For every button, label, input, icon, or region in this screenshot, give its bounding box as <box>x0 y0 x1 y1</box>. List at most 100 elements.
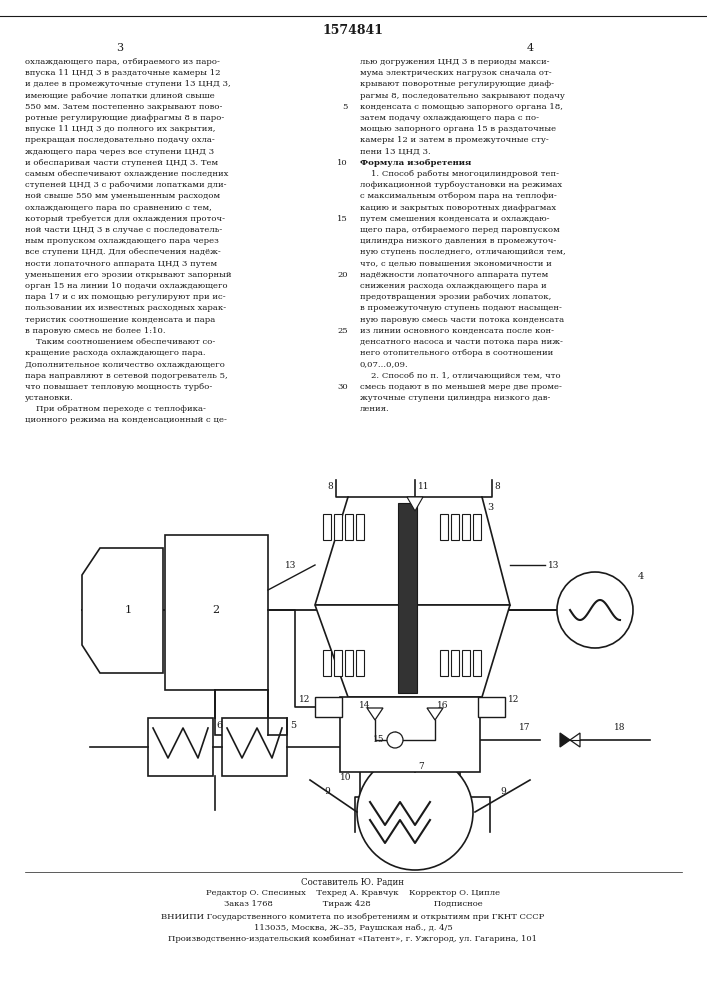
Text: установки.: установки. <box>25 394 74 402</box>
Polygon shape <box>323 514 331 540</box>
Text: ления.: ления. <box>360 405 390 413</box>
Text: 13: 13 <box>548 560 559 570</box>
Text: 2: 2 <box>212 605 220 615</box>
Text: 4: 4 <box>527 43 534 53</box>
Text: ной части ЦНД 3 в случае с последователь-: ной части ЦНД 3 в случае с последователь… <box>25 226 222 234</box>
Text: орган 15 на линии 10 подачи охлаждающего: орган 15 на линии 10 подачи охлаждающего <box>25 282 228 290</box>
Text: в паровую смесь не более 1:10.: в паровую смесь не более 1:10. <box>25 327 165 335</box>
Polygon shape <box>407 497 423 511</box>
Text: 8: 8 <box>327 482 333 491</box>
Text: При обратном переходе с теплофика-: При обратном переходе с теплофика- <box>25 405 206 413</box>
Text: ным пропуском охлаждающего пара через: ным пропуском охлаждающего пара через <box>25 237 218 245</box>
Polygon shape <box>215 690 268 735</box>
Text: теристик соотношение конденсата и пара: теристик соотношение конденсата и пара <box>25 316 215 324</box>
Text: пользовании их известных расходных харак-: пользовании их известных расходных харак… <box>25 304 226 312</box>
Polygon shape <box>451 514 459 540</box>
Text: Заказ 1768                   Тираж 428                        Подписное: Заказ 1768 Тираж 428 Подписное <box>223 900 482 908</box>
Text: все ступени ЦНД. Для обеспечения надёж-: все ступени ЦНД. Для обеспечения надёж- <box>25 248 221 256</box>
Text: 1. Способ работы многоцилиндровой теп-: 1. Способ работы многоцилиндровой теп- <box>360 170 559 178</box>
Text: 113035, Москва, Ж–35, Раушская наб., д. 4/5: 113035, Москва, Ж–35, Раушская наб., д. … <box>254 924 452 932</box>
Text: лью догружения ЦНД 3 в периоды макси-: лью догружения ЦНД 3 в периоды макси- <box>360 58 549 66</box>
Text: 550 мм. Затем постепенно закрывают пово-: 550 мм. Затем постепенно закрывают пово- <box>25 103 223 111</box>
Polygon shape <box>451 650 459 676</box>
Text: крывают поворотные регулирующие диаф-: крывают поворотные регулирующие диаф- <box>360 80 554 88</box>
Text: 3: 3 <box>117 43 124 53</box>
Text: пени 13 ЦНД 3.: пени 13 ЦНД 3. <box>360 148 431 156</box>
Text: денсатного насоса и части потока пара ниж-: денсатного насоса и части потока пара ни… <box>360 338 563 346</box>
Text: 25: 25 <box>337 327 348 335</box>
Polygon shape <box>356 514 364 540</box>
Text: ВНИИПИ Государственного комитета по изобретениям и открытиям при ГКНТ СССР: ВНИИПИ Государственного комитета по изоб… <box>161 913 544 921</box>
Polygon shape <box>427 708 443 720</box>
Text: 16: 16 <box>437 700 448 710</box>
Text: 12: 12 <box>508 696 520 704</box>
Polygon shape <box>356 650 364 676</box>
Text: 30: 30 <box>337 383 348 391</box>
Text: из линии основного конденсата после кон-: из линии основного конденсата после кон- <box>360 327 554 335</box>
Polygon shape <box>345 650 353 676</box>
Text: 2. Способ по п. 1, отличающийся тем, что: 2. Способ по п. 1, отличающийся тем, что <box>360 372 561 380</box>
Text: ную паровую смесь части потока конденсата: ную паровую смесь части потока конденсат… <box>360 316 564 324</box>
Text: 1574841: 1574841 <box>322 23 383 36</box>
Text: уменьшения его эрозии открывают запорный: уменьшения его эрозии открывают запорный <box>25 271 231 279</box>
Text: 12: 12 <box>298 696 310 704</box>
Polygon shape <box>323 650 331 676</box>
Text: 5: 5 <box>290 721 296 730</box>
Text: снижения расхода охлаждающего пара и: снижения расхода охлаждающего пара и <box>360 282 547 290</box>
Text: жуточные ступени цилиндра низкого дав-: жуточные ступени цилиндра низкого дав- <box>360 394 550 402</box>
Text: рагмы 8, последовательно закрывают подачу: рагмы 8, последовательно закрывают подач… <box>360 92 565 100</box>
Text: кращение расхода охлаждающего пара.: кращение расхода охлаждающего пара. <box>25 349 206 357</box>
Text: и обеспаривая части ступеней ЦНД 3. Тем: и обеспаривая части ступеней ЦНД 3. Тем <box>25 159 218 167</box>
Polygon shape <box>148 718 213 776</box>
Text: щего пара, отбираемого перед паровпуском: щего пара, отбираемого перед паровпуском <box>360 226 560 234</box>
Text: 18: 18 <box>614 723 626 732</box>
Polygon shape <box>315 697 342 717</box>
Polygon shape <box>315 497 510 605</box>
Text: 15: 15 <box>337 215 348 223</box>
Text: лофикационной турбоустановки на режимах: лофикационной турбоустановки на режимах <box>360 181 562 189</box>
Text: 8: 8 <box>494 482 500 491</box>
Text: пара направляют в сетевой подогреватель 5,: пара направляют в сетевой подогреватель … <box>25 372 228 380</box>
Text: 20: 20 <box>337 271 348 279</box>
Text: 1: 1 <box>124 605 132 615</box>
Text: 10: 10 <box>337 159 348 167</box>
Polygon shape <box>440 514 448 540</box>
Circle shape <box>387 732 403 748</box>
Text: надёжности лопаточного аппарата путем: надёжности лопаточного аппарата путем <box>360 271 548 279</box>
Text: 15: 15 <box>373 736 385 744</box>
Text: 11: 11 <box>418 482 429 491</box>
Polygon shape <box>440 650 448 676</box>
Text: 9: 9 <box>500 788 506 796</box>
Text: охлаждающего пара, отбираемого из паро-: охлаждающего пара, отбираемого из паро- <box>25 58 220 66</box>
Text: 3: 3 <box>487 504 493 512</box>
Text: затем подачу охлаждающего пара с по-: затем подачу охлаждающего пара с по- <box>360 114 539 122</box>
Text: 17: 17 <box>519 723 531 732</box>
Text: ной свыше 550 мм уменьшенным расходом: ной свыше 550 мм уменьшенным расходом <box>25 192 220 200</box>
Polygon shape <box>345 514 353 540</box>
Text: 9: 9 <box>325 788 330 796</box>
Text: что, с целью повышения экономичности и: что, с целью повышения экономичности и <box>360 260 551 268</box>
Text: 4: 4 <box>638 572 644 581</box>
Text: и далее в промежуточные ступени 13 ЦНД 3,: и далее в промежуточные ступени 13 ЦНД 3… <box>25 80 230 88</box>
Text: ждающего пара через все ступени ЦНД 3: ждающего пара через все ступени ЦНД 3 <box>25 148 214 156</box>
Text: 7: 7 <box>418 762 423 771</box>
Text: впуске 11 ЦНД 3 до полного их закрытия,: впуске 11 ЦНД 3 до полного их закрытия, <box>25 125 216 133</box>
Polygon shape <box>398 503 417 693</box>
Text: мума электрических нагрузок сначала от-: мума электрических нагрузок сначала от- <box>360 69 551 77</box>
Text: конденсата с помощью запорного органа 18,: конденсата с помощью запорного органа 18… <box>360 103 563 111</box>
Polygon shape <box>340 697 480 772</box>
Text: Формула изобретения: Формула изобретения <box>360 159 472 167</box>
Text: смесь подают в по меньшей мере две проме-: смесь подают в по меньшей мере две проме… <box>360 383 562 391</box>
Polygon shape <box>165 535 268 690</box>
Text: мощью запорного органа 15 в раздаточные: мощью запорного органа 15 в раздаточные <box>360 125 556 133</box>
Text: ротные регулирующие диафрагмы 8 в паро-: ротные регулирующие диафрагмы 8 в паро- <box>25 114 224 122</box>
Text: ности лопаточного аппарата ЦНД 3 путем: ности лопаточного аппарата ЦНД 3 путем <box>25 260 217 268</box>
Text: который требуется для охлаждения проточ-: который требуется для охлаждения проточ- <box>25 215 225 223</box>
Text: 0,07...0,09.: 0,07...0,09. <box>360 360 409 368</box>
Text: Таким соотношением обеспечивают со-: Таким соотношением обеспечивают со- <box>25 338 215 346</box>
Polygon shape <box>334 514 342 540</box>
Polygon shape <box>334 650 342 676</box>
Text: пара 17 и с их помощью регулируют при ис-: пара 17 и с их помощью регулируют при ис… <box>25 293 226 301</box>
Polygon shape <box>478 697 505 717</box>
Text: 14: 14 <box>358 700 370 710</box>
